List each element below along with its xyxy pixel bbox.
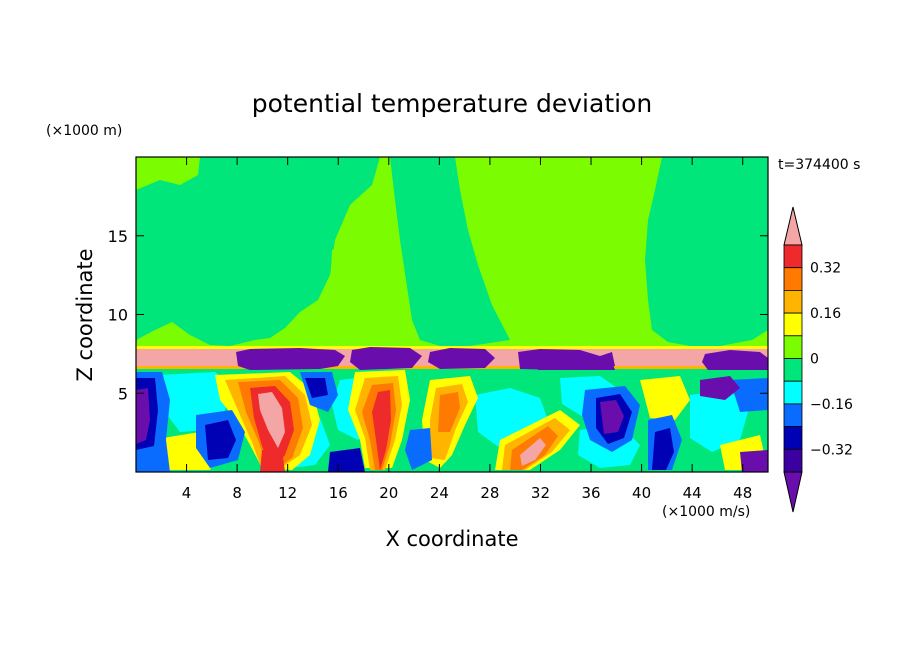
colorbar-segment [783,335,803,359]
x-ticks: 4 8 12 16 20 24 28 32 36 40 44 48 [182,157,752,502]
colorbar-label: 0.32 [810,261,841,277]
colorbar-segment [783,244,803,269]
upper-green-tongue [136,157,200,190]
colorbar-segment [783,267,803,291]
colorbar-label: 0.16 [810,306,841,322]
colorbar-segment [783,380,803,405]
colorbar-label: −0.16 [810,397,853,413]
colorbar-segment [783,289,803,314]
x-tick-label: 44 [683,484,702,502]
cold-caps [236,347,768,370]
x-tick-label: 20 [379,484,398,502]
colorbar-top-arrow [783,206,803,246]
colorbar-segment [783,358,803,382]
colorbar-label: −0.32 [810,442,853,458]
x-tick-label: 48 [733,484,752,502]
x-tick-label: 36 [581,484,600,502]
y-tick-label: 15 [108,227,128,246]
colorbar: 0.32 0.16 0 −0.16 −0.32 [783,206,853,513]
colorbar-segment [783,403,803,427]
x-tick-label: 16 [329,484,348,502]
y-ticks: 5 10 15 [108,227,768,403]
upper-patch-right [645,157,768,346]
colorbar-bottom-arrow [783,471,803,513]
x-axis-label: X coordinate [385,527,518,551]
colorbar-segment [783,312,803,337]
x-tick-label: 28 [480,484,499,502]
y-tick-label: 10 [108,306,128,325]
upper-green-island [330,243,368,312]
upper-patch-mid [390,157,510,346]
x-tick-label: 4 [182,484,192,502]
x-tick-label: 8 [232,484,242,502]
x-tick-label: 12 [278,484,297,502]
heatmap-field [136,157,768,472]
chart-title: potential temperature deviation [252,89,652,118]
colorbar-label: 0 [810,352,819,368]
time-label: t=374400 s [778,157,860,173]
colorbar-segment [783,426,803,450]
x-tick-label: 32 [531,484,550,502]
y-axis-label: Z coordinate [73,248,97,381]
x-tick-label: 40 [632,484,651,502]
y-unit-label: (×1000 m) [46,123,122,139]
x-tick-label: 24 [430,484,449,502]
x-unit-label: (×1000 m/s) [662,504,750,520]
y-tick-label: 5 [118,384,128,403]
upper-patch-left [136,157,380,346]
colorbar-segment [783,448,803,473]
